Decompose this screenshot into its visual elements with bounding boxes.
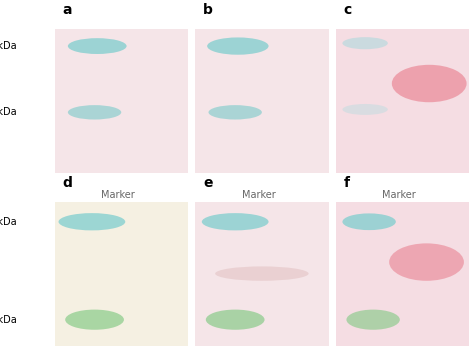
- Ellipse shape: [58, 213, 125, 230]
- Ellipse shape: [342, 37, 388, 49]
- Ellipse shape: [207, 37, 269, 55]
- Text: 25kDa: 25kDa: [0, 315, 17, 325]
- Ellipse shape: [68, 105, 121, 120]
- Ellipse shape: [346, 310, 400, 330]
- Text: b: b: [203, 3, 213, 17]
- Text: e: e: [203, 176, 213, 190]
- Text: 45kDa: 45kDa: [0, 41, 17, 51]
- Text: 35kDa: 35kDa: [0, 217, 17, 227]
- Ellipse shape: [206, 310, 264, 330]
- Ellipse shape: [209, 105, 262, 120]
- Text: 35kDa: 35kDa: [0, 107, 17, 117]
- Text: f: f: [344, 176, 350, 190]
- Ellipse shape: [202, 213, 269, 230]
- Ellipse shape: [342, 104, 388, 115]
- Text: Marker: Marker: [242, 190, 275, 200]
- Ellipse shape: [392, 65, 466, 102]
- Ellipse shape: [215, 266, 309, 281]
- Text: d: d: [63, 176, 73, 190]
- Ellipse shape: [342, 213, 396, 230]
- Text: a: a: [63, 3, 72, 17]
- Ellipse shape: [389, 243, 464, 281]
- Ellipse shape: [68, 38, 127, 54]
- Text: Marker: Marker: [383, 190, 416, 200]
- Ellipse shape: [65, 310, 124, 330]
- Text: Marker: Marker: [101, 190, 135, 200]
- Text: c: c: [344, 3, 352, 17]
